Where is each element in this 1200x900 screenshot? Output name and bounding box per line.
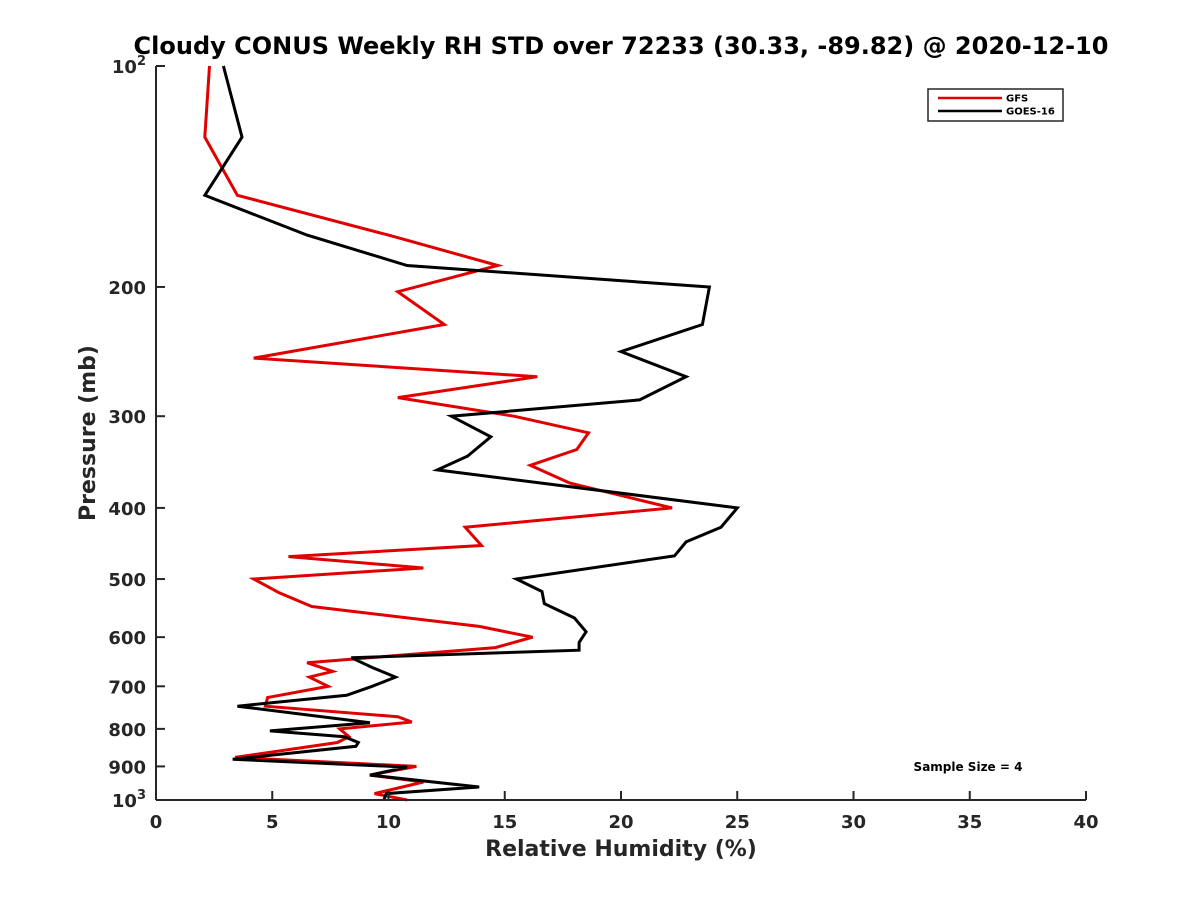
y-tick-label: 300 bbox=[108, 407, 146, 428]
x-tick-label: 30 bbox=[841, 812, 866, 833]
y-tick-label: 103 bbox=[112, 788, 146, 812]
x-tick-label: 20 bbox=[608, 812, 633, 833]
chart-title: Cloudy CONUS Weekly RH STD over 72233 (3… bbox=[134, 32, 1109, 60]
x-tick-label: 25 bbox=[725, 812, 750, 833]
series-line-goes-16 bbox=[202, 65, 741, 801]
y-tick-label: 900 bbox=[108, 757, 146, 778]
y-tick-label: 400 bbox=[108, 499, 146, 520]
y-tick-label: 500 bbox=[108, 570, 146, 591]
legend-box bbox=[927, 88, 1064, 122]
series-layer bbox=[202, 65, 741, 802]
legend: GFS GOES-16 bbox=[927, 88, 1064, 122]
legend-entry-goes-16: GOES-16 bbox=[1006, 107, 1055, 118]
y-tick-label: 600 bbox=[108, 628, 146, 649]
series-line-gfs bbox=[203, 65, 673, 802]
x-tick-label: 10 bbox=[376, 812, 401, 833]
x-tick-label: 35 bbox=[957, 812, 982, 833]
y-tick-label: 700 bbox=[108, 677, 146, 698]
legend-entry-gfs: GFS bbox=[1006, 94, 1028, 105]
y-tick-label: 102 bbox=[112, 54, 146, 78]
x-tick-label: 0 bbox=[150, 812, 163, 833]
x-axis-label: Relative Humidity (%) bbox=[485, 837, 757, 862]
axes-layer: 0 5 10 15 20 25 30 35 40 102 200 300 400 500 600 700 800… bbox=[108, 54, 1098, 833]
y-tick-label: 200 bbox=[108, 278, 146, 299]
sample-size-annotation: Sample Size = 4 bbox=[914, 760, 1023, 774]
x-tick-label: 5 bbox=[266, 812, 279, 833]
x-tick-label: 15 bbox=[492, 812, 517, 833]
y-tick-label: 800 bbox=[108, 720, 146, 741]
y-axis-label: Pressure (mb) bbox=[76, 345, 101, 521]
x-tick-label: 40 bbox=[1073, 812, 1098, 833]
